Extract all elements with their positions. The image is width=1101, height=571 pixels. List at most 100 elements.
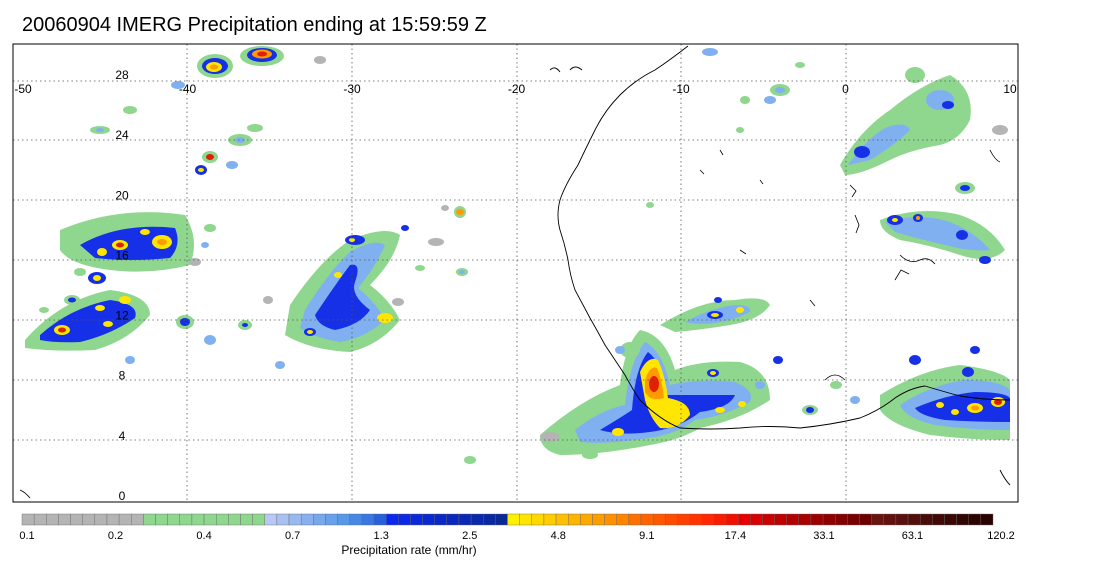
colorbar-swatch: [616, 513, 630, 526]
colorbar-label: 63.1: [901, 530, 924, 542]
colorbar-label: 0.1: [19, 530, 35, 542]
colorbar-swatch: [240, 513, 253, 526]
colorbar-swatch: [810, 513, 824, 526]
colorbar-label: 0.7: [284, 530, 301, 542]
colorbar-swatch: [956, 513, 969, 526]
colorbar-swatch: [106, 513, 120, 526]
colorbar-swatch: [33, 513, 47, 526]
map-title: 20060904 IMERG Precipitation ending at 1…: [22, 14, 487, 36]
colorbar-swatch: [640, 513, 654, 526]
colorbar-swatch: [762, 513, 775, 526]
colorbar-swatch: [847, 513, 860, 526]
colorbar-swatch: [215, 513, 229, 526]
colorbar-swatch: [871, 513, 884, 526]
colorbar-swatch: [628, 513, 642, 526]
colorbar-swatch: [859, 513, 872, 526]
colorbar-swatch: [665, 513, 678, 526]
colorbar-swatch: [519, 513, 532, 526]
lat-tick-label: 20: [115, 188, 129, 202]
colorbar-swatch: [944, 513, 957, 526]
colorbar-swatch: [774, 513, 787, 526]
lat-tick-label: 24: [115, 128, 129, 142]
colorbar-swatch: [701, 513, 715, 526]
lon-tick-label: -30: [343, 82, 361, 96]
graticule: [13, 44, 1018, 502]
precip-scatter: [90, 106, 468, 276]
lat-tick-labels: 28 24 20 16 12 8 4 0: [115, 68, 129, 503]
lat-tick-label: 4: [119, 429, 126, 443]
colorbar-swatch: [883, 513, 897, 526]
colorbar-swatch: [131, 513, 144, 526]
colorbar-swatch: [932, 513, 945, 526]
colorbar-swatch: [264, 513, 278, 526]
colorbar-swatch: [592, 513, 605, 526]
precip-cluster-northeast: [646, 48, 1008, 264]
colorbar-swatch: [567, 513, 581, 526]
precip-cluster-mid-north: [660, 297, 783, 389]
lat-tick-label: 0: [119, 489, 126, 503]
colorbar: [21, 513, 994, 526]
lat-tick-label: 28: [115, 68, 129, 82]
lon-tick-label: -20: [508, 82, 526, 96]
colorbar-label: 33.1: [813, 530, 835, 542]
colorbar-swatch: [495, 513, 508, 526]
precip-cell: [171, 46, 326, 89]
inland-features: [699, 149, 1001, 381]
colorbar-swatch: [531, 513, 545, 526]
lon-tick-label: -50: [14, 82, 32, 96]
colorbar-swatch: [21, 513, 35, 526]
lat-tick-label: 12: [115, 309, 129, 323]
colorbar-label: 4.8: [550, 530, 566, 542]
map-frame: [12, 43, 1019, 503]
colorbar-swatch: [46, 513, 59, 526]
colorbar-swatch: [70, 513, 83, 526]
colorbar-swatch: [737, 513, 751, 526]
colorbar-swatch: [750, 513, 763, 526]
lon-tick-label: 10: [1003, 82, 1017, 96]
colorbar-label: 120.2: [987, 530, 1015, 542]
colorbar-swatch: [446, 513, 460, 526]
colorbar-label: 17.4: [724, 530, 747, 542]
precip-layer: [25, 46, 1010, 464]
precip-cluster-west: [25, 212, 285, 369]
colorbar-swatch: [786, 513, 799, 526]
lat-tick-label: 16: [115, 248, 129, 262]
lon-tick-label: 0: [842, 82, 849, 96]
lon-tick-labels: -50 -40 -30 -20 -10 0 10: [14, 82, 1017, 96]
colorbar-swatch: [713, 513, 727, 526]
colorbar-swatch: [373, 513, 387, 526]
colorbar-swatch: [604, 513, 617, 526]
colorbar-swatch: [288, 513, 302, 526]
colorbar-swatch: [895, 513, 909, 526]
lat-tick-label: 8: [119, 369, 126, 383]
colorbar-swatch: [434, 513, 448, 526]
colorbar-swatch: [179, 513, 193, 526]
colorbar-swatch: [337, 513, 350, 526]
colorbar-swatch: [398, 513, 411, 526]
precip-cluster-central: [285, 225, 409, 352]
lon-tick-label: -10: [672, 82, 690, 96]
colorbar-swatch: [555, 513, 569, 526]
colorbar-swatch: [313, 513, 326, 526]
colorbar-swatch: [919, 513, 933, 526]
colorbar-swatch: [300, 513, 314, 526]
colorbar-swatch: [410, 513, 423, 526]
colorbar-label: 0.2: [107, 530, 124, 542]
colorbar-swatch: [167, 513, 180, 526]
colorbar-label: 1.3: [373, 530, 389, 542]
colorbar-swatch: [968, 513, 982, 526]
colorbar-swatch: [58, 513, 71, 526]
colorbar-label: 2.5: [462, 530, 478, 542]
colorbar-title: Precipitation rate (mm/hr): [341, 543, 477, 557]
colorbar-swatch: [203, 513, 217, 526]
colorbar-swatch: [155, 513, 168, 526]
colorbar-swatch: [543, 513, 557, 526]
coastline: [19, 45, 1011, 499]
colorbar-swatch: [385, 513, 399, 526]
colorbar-swatch: [191, 513, 205, 526]
colorbar-swatch: [361, 513, 375, 526]
colorbar-swatch: [835, 513, 848, 526]
colorbar-swatch: [325, 513, 338, 526]
colorbar-swatch: [470, 513, 484, 526]
